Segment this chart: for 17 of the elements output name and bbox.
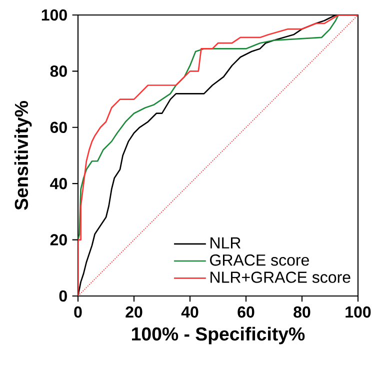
x-tick-label: 80 — [294, 306, 310, 318]
legend-label: NLR — [210, 237, 240, 248]
x-tick-label: 60 — [238, 306, 254, 318]
y-axis-title: Sensitivity% — [14, 101, 32, 210]
y-tick-label: 20 — [50, 234, 67, 246]
y-tick-label: 60 — [50, 122, 67, 134]
x-tick-label: 20 — [126, 306, 142, 318]
x-tick-label: 100 — [346, 306, 371, 318]
y-tick-label: 100 — [42, 9, 67, 21]
y-tick-label: 80 — [50, 66, 67, 77]
x-axis-title: 100% - Specificity% — [132, 326, 305, 344]
y-tick-label: 40 — [50, 178, 67, 190]
y-tick-label: 0 — [59, 290, 67, 302]
x-tick-label: 40 — [181, 306, 198, 318]
x-tick-label: 0 — [74, 306, 82, 318]
legend-label: GRACE score — [210, 254, 309, 266]
legend-label: NLR+GRACE score — [210, 272, 350, 283]
